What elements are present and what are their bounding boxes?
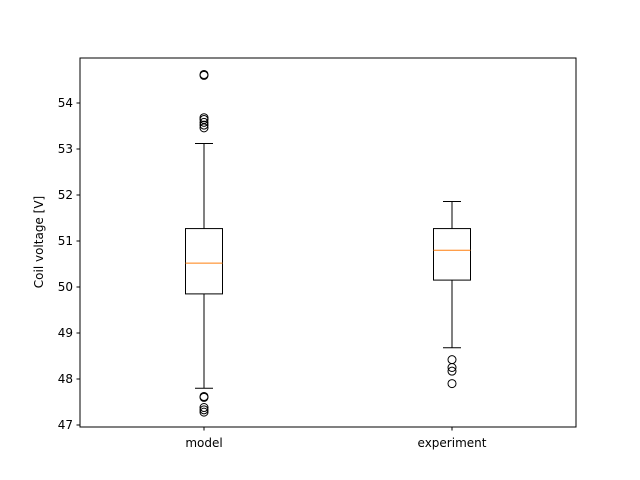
plot-area	[80, 58, 576, 427]
y-axis-label: Coil voltage [V]	[32, 196, 46, 288]
outlier-point	[447, 379, 457, 389]
box-iqr	[433, 228, 471, 281]
y-tick-label: 50	[58, 280, 73, 294]
outlier-point	[199, 405, 209, 415]
x-tick-label: experiment	[418, 436, 487, 450]
y-tick-label: 47	[58, 418, 73, 432]
y-tick-label: 54	[58, 96, 73, 110]
outlier-point	[199, 69, 209, 79]
x-tick-label: model	[185, 436, 222, 450]
outlier-point	[199, 120, 209, 130]
y-tick-label: 53	[58, 142, 73, 156]
plot-frame	[79, 57, 577, 428]
y-tick-label: 49	[58, 326, 73, 340]
outlier-point	[199, 403, 209, 413]
outlier-point	[199, 113, 209, 123]
outlier-point	[447, 366, 457, 376]
outlier-point	[447, 355, 457, 365]
x-axis: model experiment	[185, 427, 487, 450]
box-iqr	[185, 228, 223, 295]
outlier-point	[199, 117, 209, 127]
boxes-layer	[185, 69, 471, 417]
y-tick-label: 51	[58, 234, 73, 248]
outlier-point	[199, 407, 209, 417]
outlier-point	[199, 391, 209, 401]
y-tick-label: 52	[58, 188, 73, 202]
y-axis: 47 48 49 50 51 52 53 54	[58, 96, 80, 432]
y-tick-label: 48	[58, 372, 73, 386]
